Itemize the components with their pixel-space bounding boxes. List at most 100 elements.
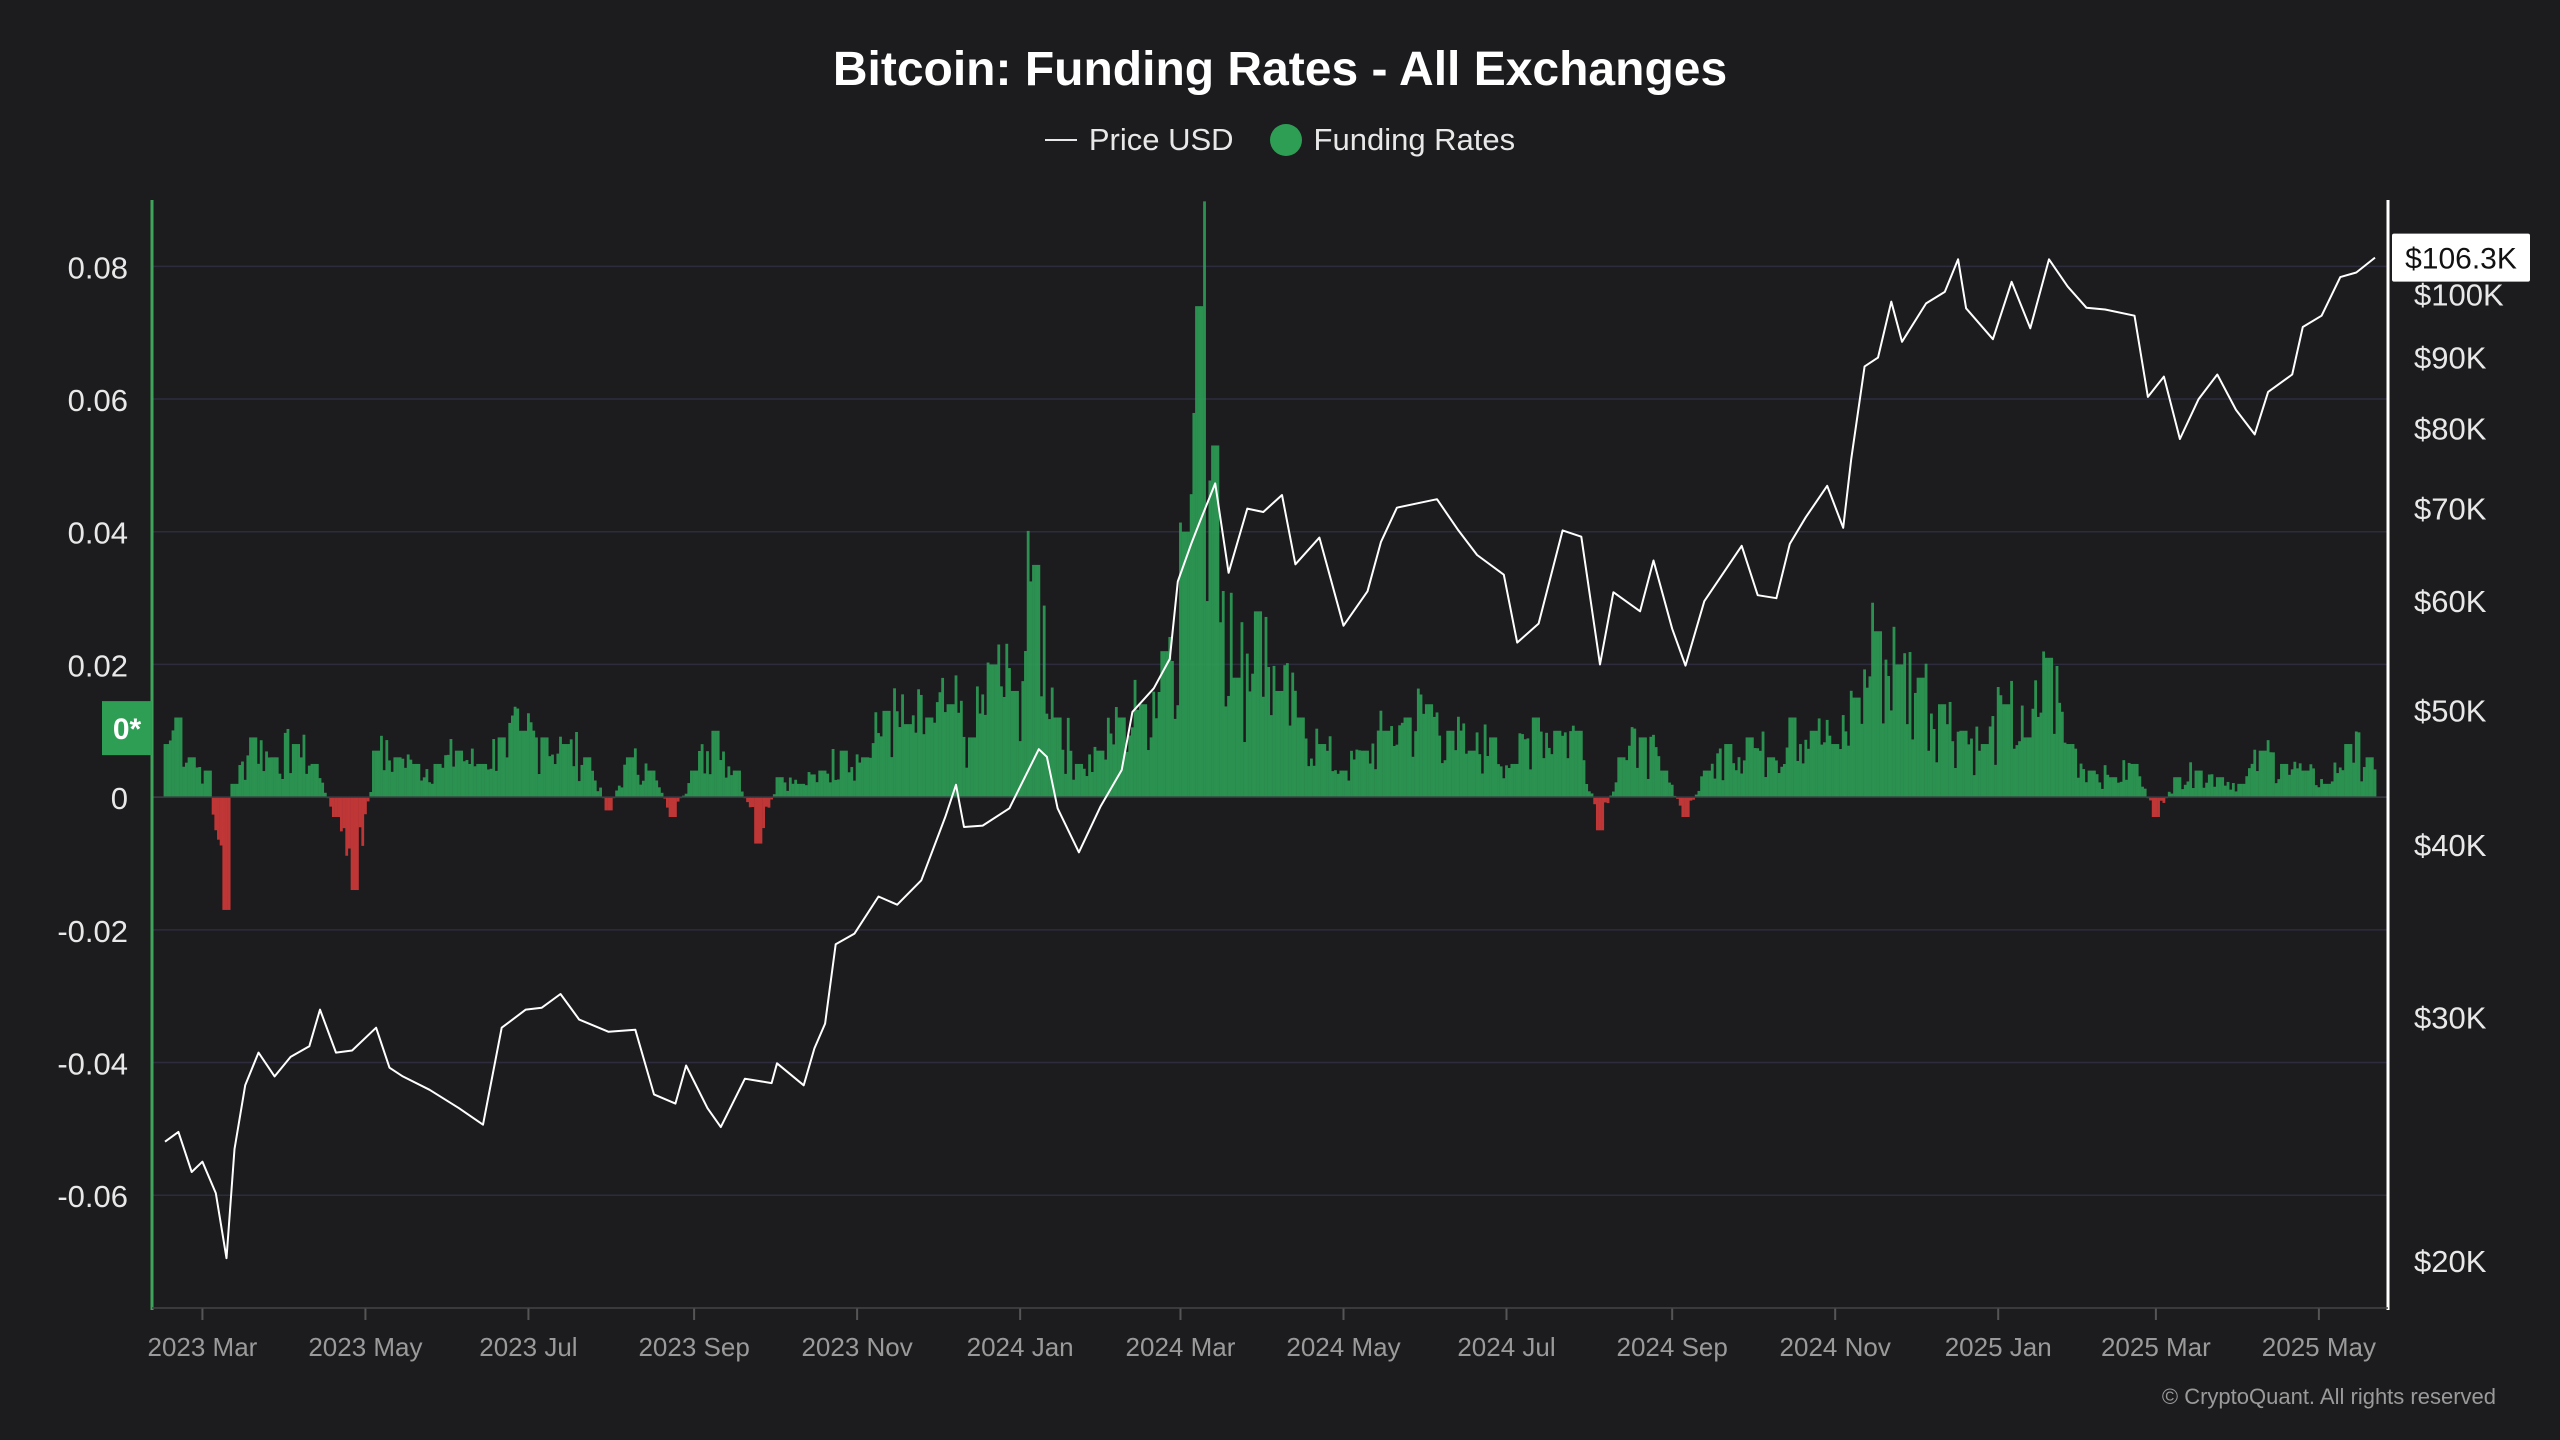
funding-rate-bar xyxy=(885,710,888,798)
funding-rate-bar xyxy=(2322,783,2326,798)
funding-rate-bar xyxy=(2248,768,2251,798)
funding-rate-bar xyxy=(1360,750,1364,798)
funding-rate-bar xyxy=(1702,770,1706,798)
funding-rate-bar xyxy=(767,797,771,808)
funding-rate-bar xyxy=(1895,664,1899,798)
funding-rate-bar xyxy=(364,797,367,815)
funding-rate-bar xyxy=(1208,480,1212,798)
funding-rate-bar xyxy=(1034,564,1038,798)
legend-item-price[interactable]: Price USD xyxy=(1044,122,1234,158)
funding-rate-bar xyxy=(243,779,247,798)
funding-rate-bar xyxy=(919,694,923,798)
funding-rate-bar xyxy=(869,757,872,798)
funding-rate-bar xyxy=(511,715,514,798)
funding-rate-bar xyxy=(906,724,910,798)
funding-rate-bar xyxy=(1299,717,1303,798)
funding-rate-bar xyxy=(1136,709,1140,798)
funding-rate-bar xyxy=(762,797,765,829)
funding-rate-bar xyxy=(1620,757,1623,798)
funding-rate-bar xyxy=(649,770,653,798)
funding-rate-bar xyxy=(1090,771,1094,798)
funding-rate-bar xyxy=(166,744,170,798)
funding-rate-bar xyxy=(2122,760,2126,798)
funding-rate-bar xyxy=(1860,723,1864,798)
funding-rate-bar xyxy=(1130,727,1134,798)
funding-rate-bar xyxy=(2272,752,2275,798)
funding-rate-bar xyxy=(1513,763,1516,798)
funding-rate-bar xyxy=(1964,730,1968,798)
funding-rate-bar xyxy=(1721,780,1725,798)
funding-rate-bar xyxy=(1892,626,1896,798)
funding-rate-bar xyxy=(214,797,218,831)
funding-rate-bar xyxy=(1897,664,1901,798)
funding-rate-bar xyxy=(278,773,282,798)
funding-rate-bar xyxy=(1900,664,1904,798)
funding-rate-bar xyxy=(559,736,562,798)
funding-rate-bar xyxy=(1801,763,1805,798)
funding-rate-bar xyxy=(409,759,413,798)
funding-rate-bar xyxy=(1630,727,1634,798)
funding-rate-bar xyxy=(2253,749,2257,798)
funding-rate-bar xyxy=(639,784,643,798)
funding-rate-bar xyxy=(1267,667,1271,798)
funding-rate-bar xyxy=(989,664,993,798)
funding-rate-bar xyxy=(519,730,522,798)
funding-rate-bar xyxy=(1996,687,2000,798)
funding-rate-bar xyxy=(1603,797,1607,803)
funding-rate-bar xyxy=(877,733,880,798)
funding-rate-bar xyxy=(1037,564,1041,798)
left-tick-label: 0.04 xyxy=(68,516,128,551)
funding-rate-bar xyxy=(842,750,846,798)
funding-rate-bar xyxy=(1844,731,1848,798)
funding-rate-bar xyxy=(2349,744,2353,798)
right-tick-label: $40K xyxy=(2414,828,2487,863)
funding-rate-bar xyxy=(863,757,867,798)
funding-rate-bar xyxy=(372,750,375,798)
funding-rate-bar xyxy=(1502,778,1506,798)
funding-rate-bar xyxy=(756,797,760,844)
funding-rate-bar xyxy=(385,740,389,798)
funding-rate-bar xyxy=(700,744,704,798)
funding-rate-bar xyxy=(307,765,311,798)
funding-rate-bar xyxy=(545,737,549,798)
funding-rate-bar xyxy=(484,763,488,798)
funding-rate-bar xyxy=(2293,761,2297,798)
funding-rate-bar xyxy=(452,766,456,798)
funding-rate-bar xyxy=(567,744,570,798)
funding-rate-bar xyxy=(2012,748,2016,798)
funding-rate-bar xyxy=(1855,697,1858,798)
funding-rate-bar xyxy=(631,757,635,798)
chart-title: Bitcoin: Funding Rates - All Exchanges xyxy=(832,43,1728,96)
funding-rate-bar xyxy=(711,730,715,798)
funding-rate-bar xyxy=(1689,797,1693,801)
funding-rate-bar xyxy=(1045,713,1049,798)
funding-rate-bar xyxy=(1499,766,1503,798)
funding-rate-bar xyxy=(1956,731,1960,798)
legend-item-funding[interactable]: Funding Rates xyxy=(1269,122,1515,158)
funding-rate-bar xyxy=(911,715,915,798)
funding-rate-bar xyxy=(2020,705,2024,798)
funding-rate-bar xyxy=(2066,744,2070,798)
funding-rate-bar xyxy=(1147,750,1150,798)
funding-rate-bar xyxy=(1128,735,1132,798)
funding-rate-bar xyxy=(1088,754,1092,798)
funding-rate-bar xyxy=(339,797,343,832)
left-tick-label: -0.06 xyxy=(57,1179,128,1214)
funding-rate-bar xyxy=(636,774,640,798)
funding-rate-bar xyxy=(802,783,806,798)
funding-rate-bar xyxy=(967,737,971,798)
funding-rate-bar xyxy=(342,797,346,829)
funding-rate-bar xyxy=(315,763,319,798)
funding-rate-bar xyxy=(1432,716,1436,798)
funding-rate-bar xyxy=(1510,763,1514,798)
funding-rate-bar xyxy=(561,744,565,798)
funding-rate-bar xyxy=(1705,770,1709,798)
funding-rate-bar xyxy=(1708,770,1711,798)
funding-rate-bar xyxy=(1283,665,1287,798)
funding-rate-bar xyxy=(1197,306,1201,798)
funding-rate-bar xyxy=(1932,729,1936,798)
funding-rate-bar xyxy=(2098,782,2102,798)
funding-rate-bar xyxy=(1016,690,1019,798)
funding-rate-bar xyxy=(521,730,525,798)
funding-rate-bar xyxy=(796,783,800,798)
